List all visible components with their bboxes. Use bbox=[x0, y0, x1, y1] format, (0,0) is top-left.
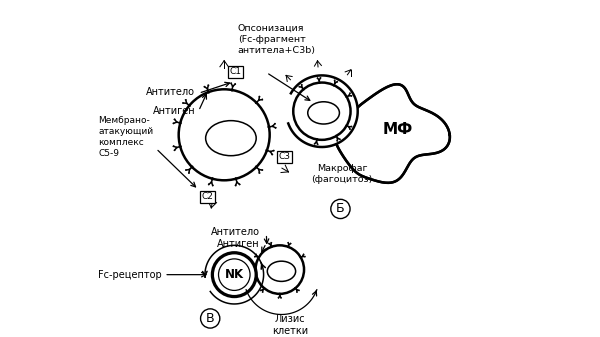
Ellipse shape bbox=[258, 257, 259, 258]
Ellipse shape bbox=[271, 246, 272, 247]
Ellipse shape bbox=[208, 91, 209, 93]
Polygon shape bbox=[335, 84, 450, 183]
Text: C2: C2 bbox=[202, 192, 214, 201]
Ellipse shape bbox=[174, 150, 175, 151]
Ellipse shape bbox=[268, 261, 296, 281]
Ellipse shape bbox=[268, 126, 270, 127]
Ellipse shape bbox=[288, 246, 289, 247]
Text: NK: NK bbox=[225, 268, 244, 281]
Circle shape bbox=[212, 253, 256, 297]
Ellipse shape bbox=[346, 96, 347, 97]
Ellipse shape bbox=[174, 119, 175, 120]
Text: Fc-рецептор: Fc-рецептор bbox=[98, 270, 162, 280]
Text: В: В bbox=[206, 312, 215, 325]
Text: C1: C1 bbox=[229, 67, 241, 76]
Ellipse shape bbox=[179, 146, 181, 147]
Ellipse shape bbox=[256, 102, 257, 103]
Ellipse shape bbox=[204, 86, 205, 87]
Ellipse shape bbox=[173, 123, 174, 124]
Ellipse shape bbox=[188, 105, 190, 106]
Text: Антиген: Антиген bbox=[152, 106, 195, 116]
Ellipse shape bbox=[206, 121, 256, 156]
Ellipse shape bbox=[319, 82, 320, 83]
Ellipse shape bbox=[303, 89, 304, 90]
Ellipse shape bbox=[308, 102, 340, 124]
Ellipse shape bbox=[336, 135, 337, 136]
Circle shape bbox=[293, 83, 350, 140]
Text: Антитело: Антитело bbox=[146, 87, 195, 97]
Ellipse shape bbox=[173, 146, 174, 147]
Ellipse shape bbox=[300, 257, 301, 258]
Ellipse shape bbox=[235, 178, 236, 180]
Circle shape bbox=[256, 245, 304, 294]
Ellipse shape bbox=[208, 85, 209, 86]
Ellipse shape bbox=[256, 166, 257, 168]
Circle shape bbox=[179, 89, 269, 180]
Polygon shape bbox=[288, 75, 358, 147]
Text: Б: Б bbox=[336, 203, 345, 215]
Ellipse shape bbox=[239, 184, 240, 185]
Ellipse shape bbox=[231, 83, 232, 84]
Ellipse shape bbox=[275, 127, 276, 128]
Text: Антитело: Антитело bbox=[211, 227, 260, 237]
Text: Макрофаг
(фагоцитоз): Макрофаг (фагоцитоз) bbox=[311, 164, 373, 184]
Text: Мембрано-
атакующий
комплекс
С5-9: Мембрано- атакующий комплекс С5-9 bbox=[98, 116, 154, 158]
Ellipse shape bbox=[273, 150, 274, 151]
Ellipse shape bbox=[235, 185, 236, 186]
Ellipse shape bbox=[232, 89, 233, 91]
Ellipse shape bbox=[346, 125, 347, 126]
Text: C3: C3 bbox=[278, 152, 290, 161]
Text: Лизис
клетки: Лизис клетки bbox=[272, 314, 308, 336]
Ellipse shape bbox=[191, 166, 193, 168]
Ellipse shape bbox=[212, 178, 213, 180]
Ellipse shape bbox=[295, 288, 296, 289]
Ellipse shape bbox=[179, 122, 181, 124]
Ellipse shape bbox=[266, 150, 268, 151]
Text: Антиген: Антиген bbox=[217, 239, 260, 249]
Text: МФ: МФ bbox=[383, 122, 413, 137]
Ellipse shape bbox=[264, 288, 265, 289]
Text: Опсонизация
(Fc-фрагмент
антитела+С3b): Опсонизация (Fc-фрагмент антитела+С3b) bbox=[238, 24, 316, 55]
